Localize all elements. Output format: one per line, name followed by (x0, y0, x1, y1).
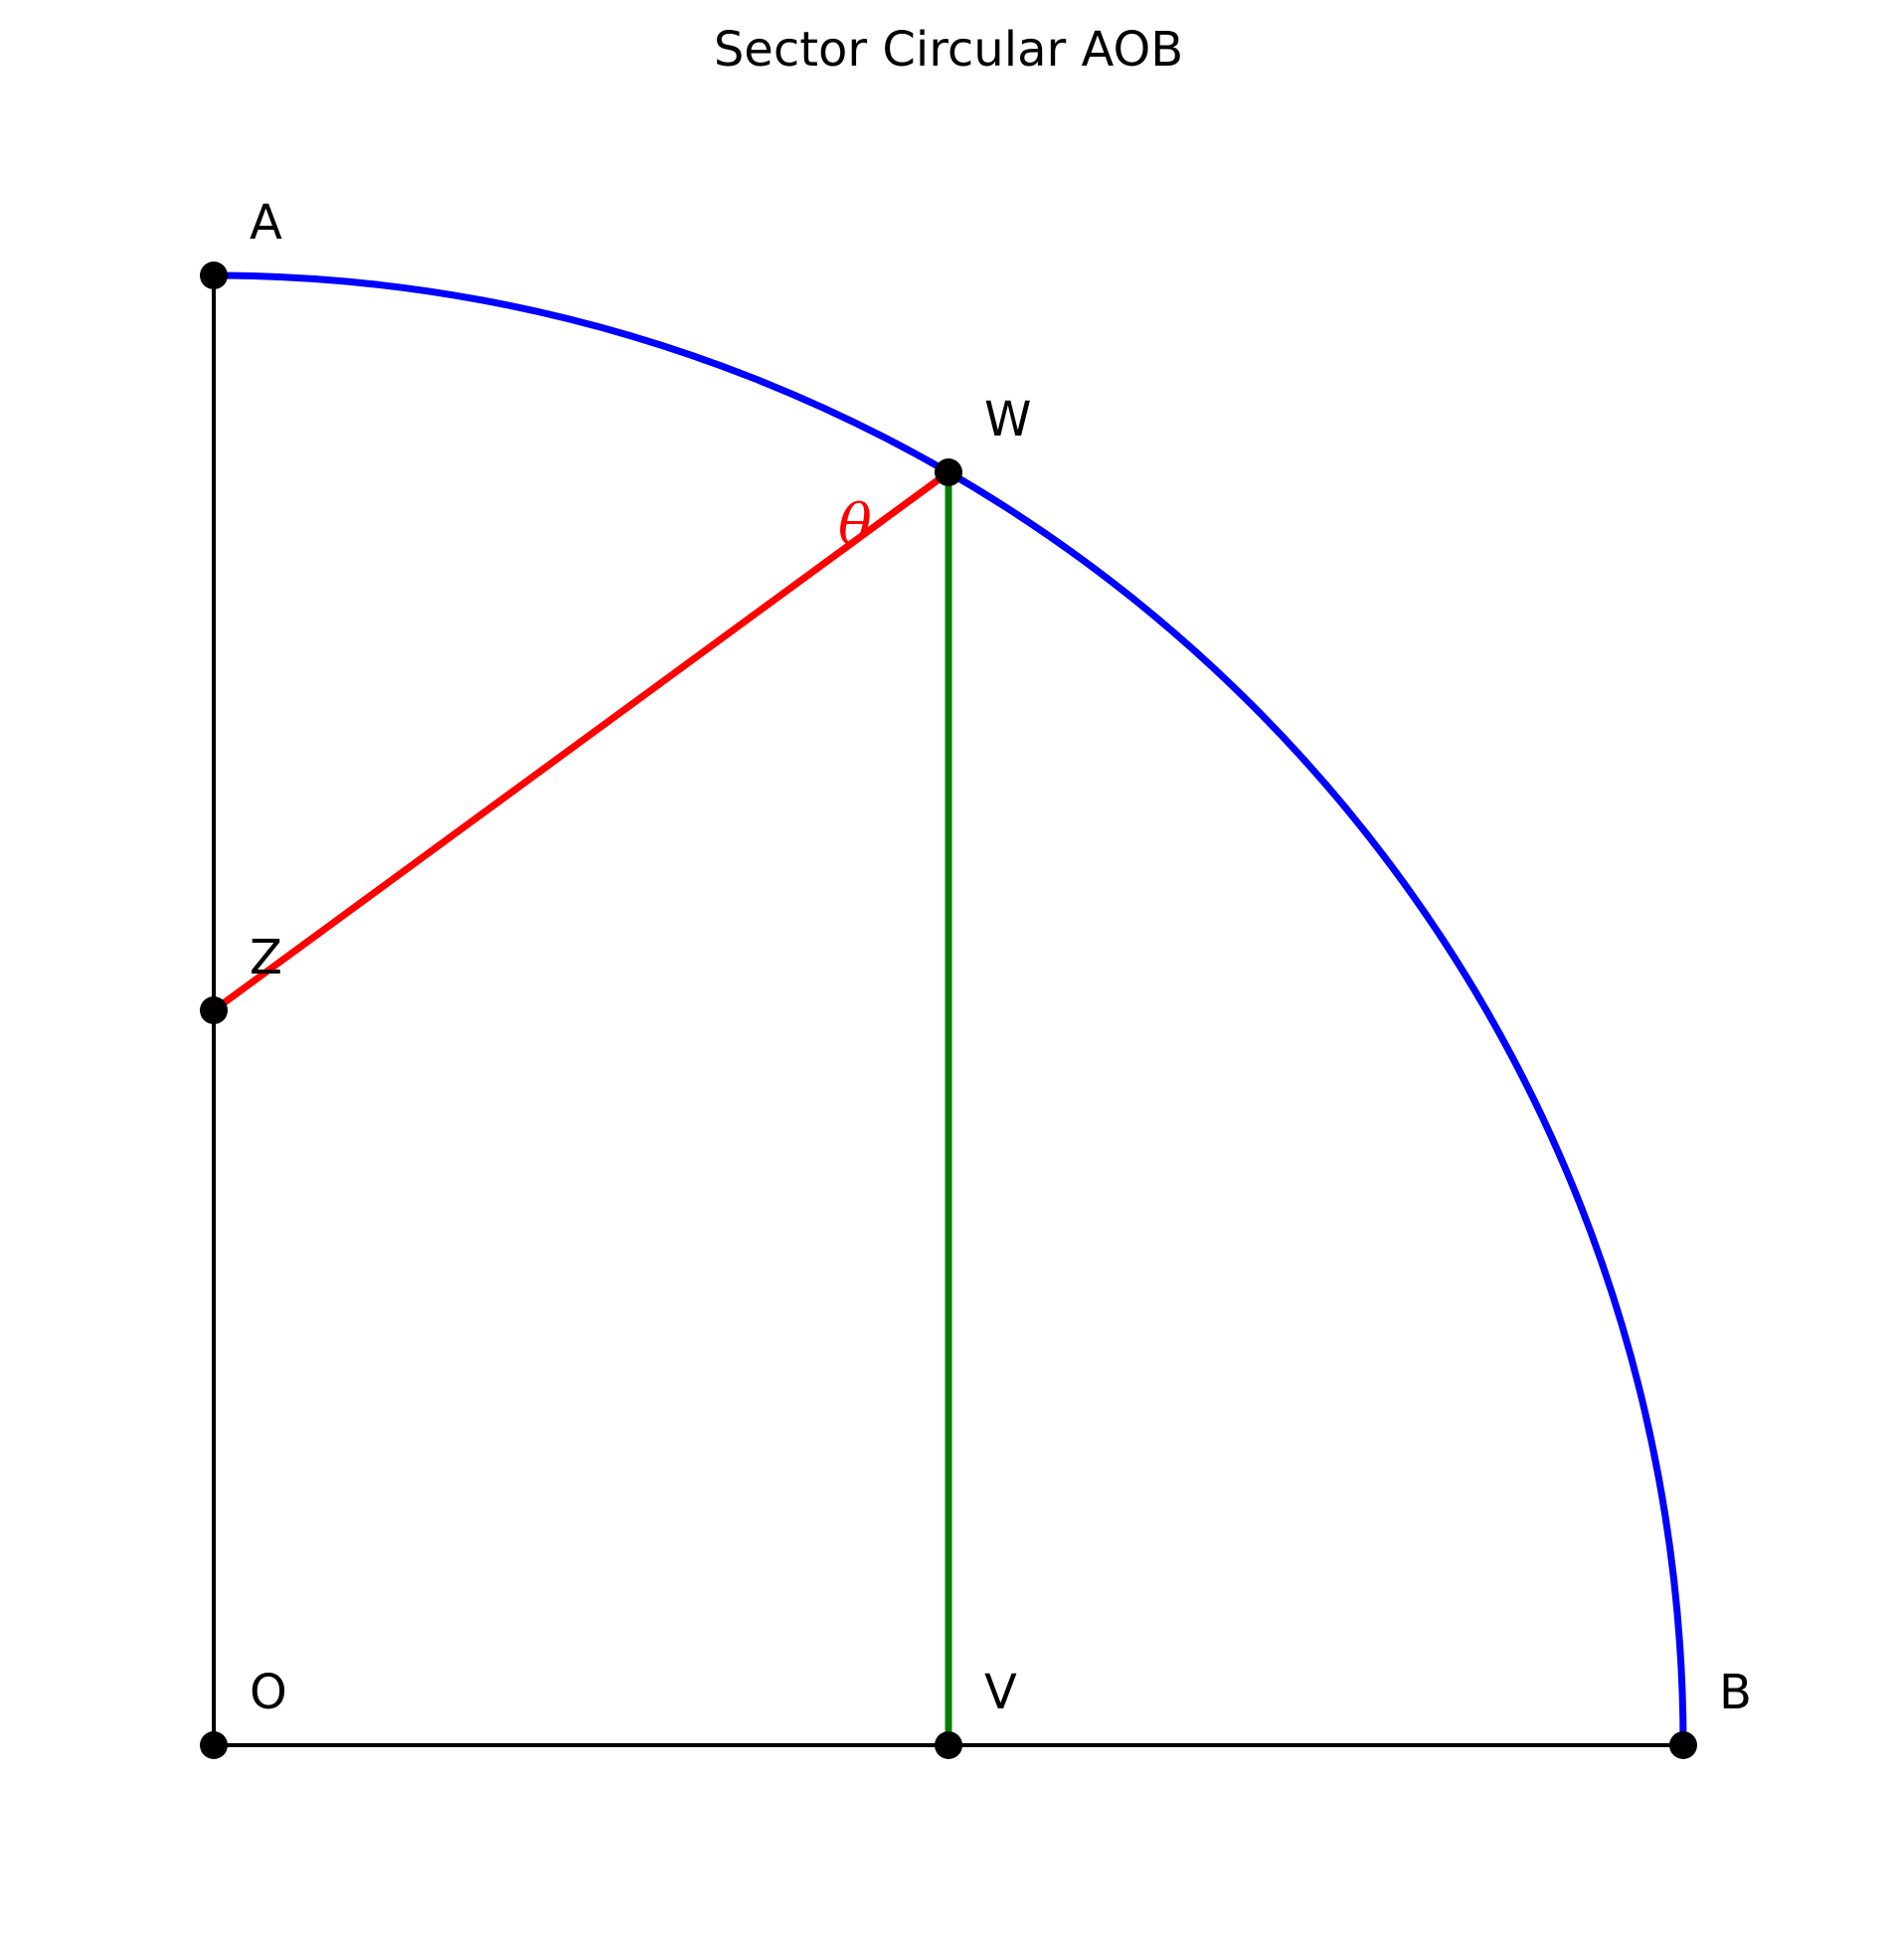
arc-AB (213, 271, 1687, 1746)
point-W (935, 458, 962, 486)
point-Z (200, 996, 228, 1024)
point-V (935, 1731, 962, 1759)
point-B (1669, 1731, 1697, 1759)
angle-label-theta: θ (838, 493, 872, 558)
diagram-title: Sector Circular AOB (714, 22, 1183, 78)
point-label-W: W (984, 392, 1031, 447)
point-A (200, 262, 228, 289)
point-label-A: A (250, 195, 282, 251)
segment-ZW (211, 469, 951, 1013)
point-label-O: O (250, 1665, 287, 1720)
point-O (200, 1731, 228, 1759)
point-label-B: B (1719, 1665, 1752, 1720)
point-label-Z: Z (250, 930, 282, 985)
point-label-V: V (984, 1665, 1017, 1720)
